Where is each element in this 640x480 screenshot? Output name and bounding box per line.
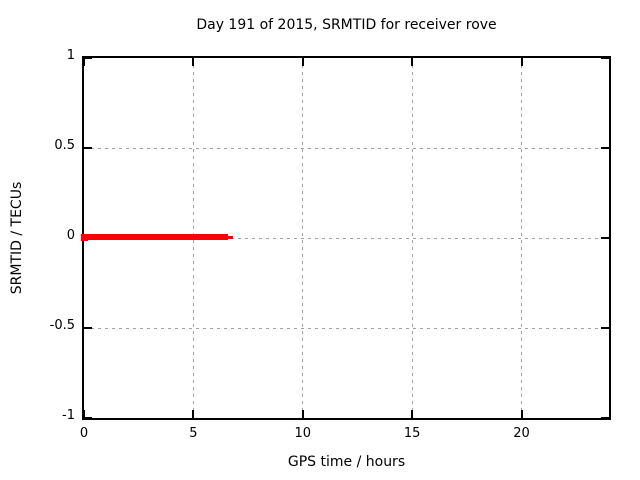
y-tick-label: -0.5: [49, 318, 75, 333]
x-tick-bottom: [192, 410, 195, 418]
y-gridline: [84, 327, 609, 329]
y-tick-right: [601, 327, 609, 329]
x-tick-label: 5: [189, 426, 198, 441]
x-tick-bottom: [520, 410, 523, 418]
x-tick-bottom: [83, 410, 85, 418]
y-gridline: [84, 237, 609, 239]
y-tick-right: [601, 147, 609, 149]
x-tick-top: [520, 58, 523, 66]
x-tick-top: [192, 58, 195, 66]
y-tick-left: [84, 417, 92, 419]
y-tick-label: 0: [66, 228, 75, 243]
x-tick-label: 15: [403, 426, 421, 441]
y-tick-right: [601, 237, 609, 239]
x-tick-label: 10: [294, 426, 312, 441]
series-line-segment: [84, 234, 228, 240]
y-axis-label: SRMTID / TECUs: [9, 181, 25, 295]
series-point-marker: [80, 233, 88, 241]
y-tick-right: [601, 57, 609, 59]
x-tick-top: [411, 58, 414, 66]
x-tick-bottom: [411, 410, 414, 418]
x-tick-label: 20: [513, 426, 530, 441]
y-tick-label: 0.5: [54, 138, 75, 153]
y-tick-right: [601, 417, 609, 419]
y-tick-label: 1: [66, 48, 75, 63]
x-tick-top: [301, 58, 304, 66]
y-gridline: [84, 147, 609, 149]
x-tick-label: 0: [79, 426, 89, 441]
y-tick-left: [84, 147, 92, 149]
chart-title: Day 191 of 2015, SRMTID for receiver rov…: [196, 17, 497, 33]
x-axis-label: GPS time / hours: [287, 454, 406, 470]
y-tick-left: [84, 57, 92, 59]
x-tick-bottom: [301, 410, 304, 418]
y-tick-left: [84, 327, 92, 329]
series-line-segment: [228, 235, 233, 239]
y-tick-label: -1: [62, 408, 75, 423]
x-tick-top: [83, 58, 85, 66]
